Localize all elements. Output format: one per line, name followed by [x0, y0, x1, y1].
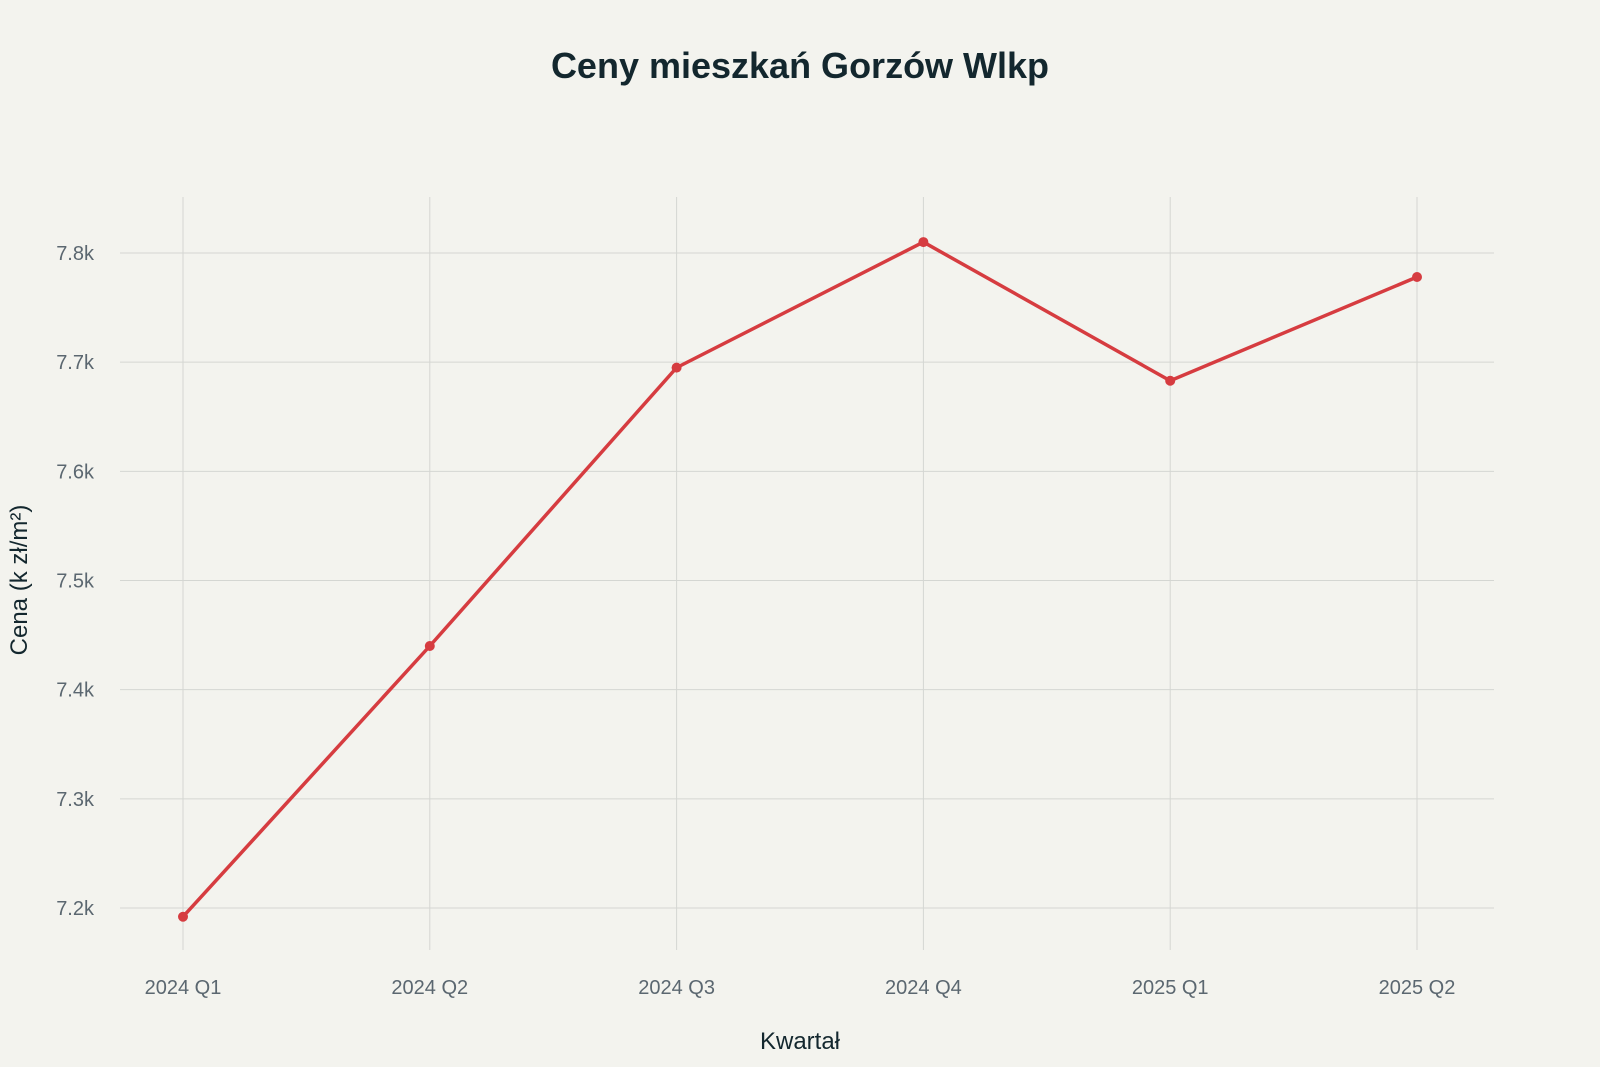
- x-tick-label: 2024 Q3: [638, 977, 715, 999]
- data-point[interactable]: [671, 362, 682, 373]
- data-point[interactable]: [918, 237, 929, 248]
- x-tick-label: 2024 Q2: [391, 977, 468, 999]
- x-axis-title: Kwartał: [760, 1028, 841, 1055]
- y-tick-label: 7.3k: [56, 789, 95, 811]
- chart-title: Ceny mieszkań Gorzów Wlkp: [551, 45, 1049, 86]
- x-tick-label: 2025 Q1: [1132, 977, 1209, 999]
- x-tick-label: 2024 Q4: [885, 977, 962, 999]
- x-tick-label: 2025 Q2: [1379, 977, 1456, 999]
- series-line: [181, 240, 1419, 919]
- data-point[interactable]: [1165, 375, 1176, 386]
- y-axis-ticks: 7.2k 7.3k 7.4k 7.5k 7.6k 7.7k 7.8k: [56, 243, 95, 920]
- y-tick-label: 7.6k: [56, 461, 95, 483]
- data-point[interactable]: [424, 641, 435, 651]
- y-tick-label: 7.7k: [56, 352, 95, 374]
- series-layer: [178, 237, 1422, 922]
- y-tick-label: 7.8k: [56, 243, 95, 265]
- y-axis-title: Cena (k zł/m²): [6, 505, 33, 656]
- y-tick-label: 7.5k: [56, 571, 95, 593]
- y-grid-lines: [120, 252, 1494, 909]
- data-point[interactable]: [1412, 272, 1422, 283]
- x-tick-label: 2024 Q1: [145, 977, 222, 999]
- data-point[interactable]: [178, 911, 188, 922]
- x-grid-lines: [182, 197, 1418, 950]
- y-tick-label: 7.4k: [56, 680, 95, 702]
- x-axis-ticks: 2024 Q1 2024 Q2 2024 Q3 2024 Q4 2025 Q1 2025 …: [145, 977, 1456, 999]
- y-tick-label: 7.2k: [56, 898, 95, 920]
